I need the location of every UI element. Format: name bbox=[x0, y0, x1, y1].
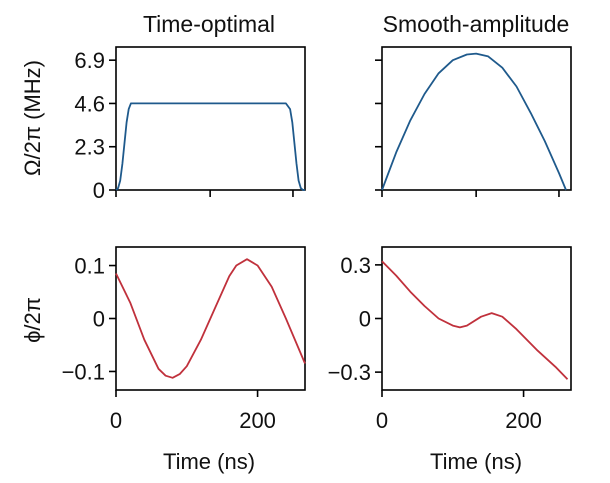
y-tick-label: 6.9 bbox=[74, 48, 105, 73]
y-tick-label: 0.1 bbox=[74, 254, 105, 279]
y-tick-label: −0.1 bbox=[62, 359, 105, 384]
series-line bbox=[381, 52, 567, 191]
panel-3: 0.10−0.10 200 bbox=[62, 246, 306, 433]
xlabel-right: Time (ns) bbox=[430, 449, 522, 474]
plot-frame bbox=[115, 46, 306, 191]
y-tick-label: 2.3 bbox=[74, 135, 105, 160]
x-tick-label: 200 bbox=[505, 408, 542, 433]
series-line bbox=[381, 260, 569, 380]
x-tick-label: 0 bbox=[376, 408, 388, 433]
panel-title-time-optimal: Time-optimal bbox=[143, 11, 275, 37]
series-line bbox=[115, 102, 305, 191]
y-tick-label: 0 bbox=[93, 178, 105, 203]
xlabel-left: Time (ns) bbox=[163, 449, 255, 474]
panel-4: 0.30−0.30 200 bbox=[328, 246, 572, 433]
ylabel-amplitude: Ω/2π (MHz) bbox=[20, 60, 45, 176]
panel-1: 0 2.3 4.6 6.9 bbox=[74, 46, 306, 203]
x-tick-label: 200 bbox=[239, 408, 276, 433]
y-tick-label: −0.3 bbox=[328, 360, 371, 385]
panel-title-smooth-amplitude: Smooth-amplitude bbox=[383, 11, 570, 37]
y-tick-label: 0 bbox=[93, 307, 105, 332]
x-tick-label: 0 bbox=[110, 408, 122, 433]
y-tick-label: 4.6 bbox=[74, 91, 105, 116]
ylabel-phase: ϕ/2π bbox=[20, 297, 45, 343]
y-tick-label: 0 bbox=[359, 307, 371, 332]
panel-2 bbox=[375, 46, 572, 197]
y-tick-label: 0.3 bbox=[340, 253, 371, 278]
series-line bbox=[115, 258, 306, 379]
plot-frame bbox=[381, 246, 572, 391]
